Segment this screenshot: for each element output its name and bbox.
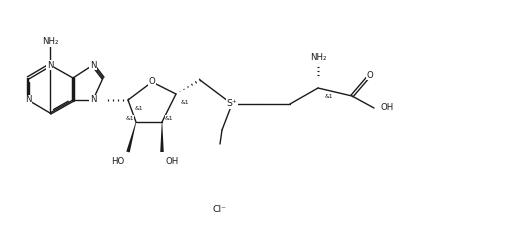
Text: &1: &1 bbox=[125, 115, 134, 121]
Text: &1: &1 bbox=[135, 105, 143, 111]
Text: NH₂: NH₂ bbox=[42, 37, 58, 46]
Text: OH: OH bbox=[380, 104, 393, 113]
Polygon shape bbox=[160, 122, 164, 152]
Polygon shape bbox=[126, 122, 136, 152]
Text: &1: &1 bbox=[324, 94, 333, 98]
Text: N: N bbox=[25, 95, 31, 104]
Text: N: N bbox=[89, 95, 96, 104]
Text: O: O bbox=[366, 70, 373, 79]
Text: &1: &1 bbox=[181, 99, 189, 104]
Text: NH₂: NH₂ bbox=[309, 53, 326, 62]
Text: &1: &1 bbox=[165, 115, 173, 121]
Text: N: N bbox=[89, 61, 96, 69]
Text: Cl⁻: Cl⁻ bbox=[213, 206, 227, 215]
Text: HO: HO bbox=[111, 157, 124, 166]
Text: OH: OH bbox=[166, 157, 179, 166]
Text: O: O bbox=[148, 78, 155, 87]
Text: S⁺: S⁺ bbox=[226, 99, 237, 109]
Text: N: N bbox=[46, 61, 53, 69]
